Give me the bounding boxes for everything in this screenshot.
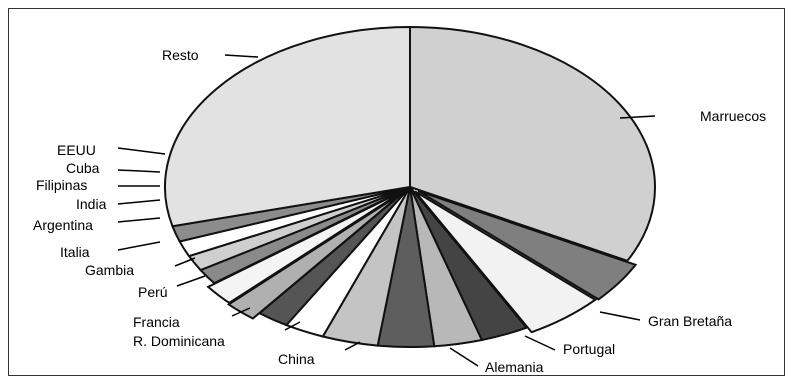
pie-slice-marruecos [409, 25, 656, 262]
leader-line [599, 311, 641, 321]
pie-slice-argentina [206, 189, 405, 305]
leader-line [231, 307, 251, 317]
slice-label: Francia [133, 314, 180, 330]
leader-line [619, 115, 656, 119]
leader-line [224, 54, 259, 58]
slice-label: China [278, 351, 315, 367]
leader-line [117, 241, 161, 251]
slice-label: EEUU [57, 142, 96, 158]
pie-slices [164, 25, 656, 348]
pie-slice-resto [164, 25, 411, 228]
slice-label: Gran Bretaña [648, 313, 732, 329]
leader-line [524, 335, 556, 351]
leader-line [174, 257, 196, 267]
slice-label: Argentina [33, 217, 93, 233]
leader-line [344, 341, 361, 351]
slice-label: Portugal [563, 341, 615, 357]
slice-label: Perú [138, 284, 168, 300]
leader-line [117, 199, 161, 205]
leader-line [117, 169, 161, 173]
slice-label: Alemania [485, 359, 544, 375]
leader-line [284, 321, 301, 331]
slice-label: Marruecos [700, 108, 766, 124]
slice-label: R. Dominicana [133, 333, 225, 349]
leader-line [449, 347, 479, 367]
pie-slice-gran-breta-a [417, 190, 638, 301]
slice-label: Filipinas [36, 177, 87, 193]
leader-line [117, 217, 161, 223]
slice-label: India [76, 196, 107, 212]
slice-labels: Marruecos Gran Bretaña Portugal Alemania Chi… [33, 47, 766, 375]
slice-label: Gambia [85, 262, 134, 278]
leader-line [176, 275, 206, 287]
leader-line [117, 147, 166, 155]
slice-label: Italia [60, 244, 90, 260]
slice-label: Resto [162, 47, 199, 63]
leader-lines [117, 54, 656, 367]
slice-label: Cuba [66, 160, 100, 176]
pie-slice-portugal [414, 190, 597, 334]
